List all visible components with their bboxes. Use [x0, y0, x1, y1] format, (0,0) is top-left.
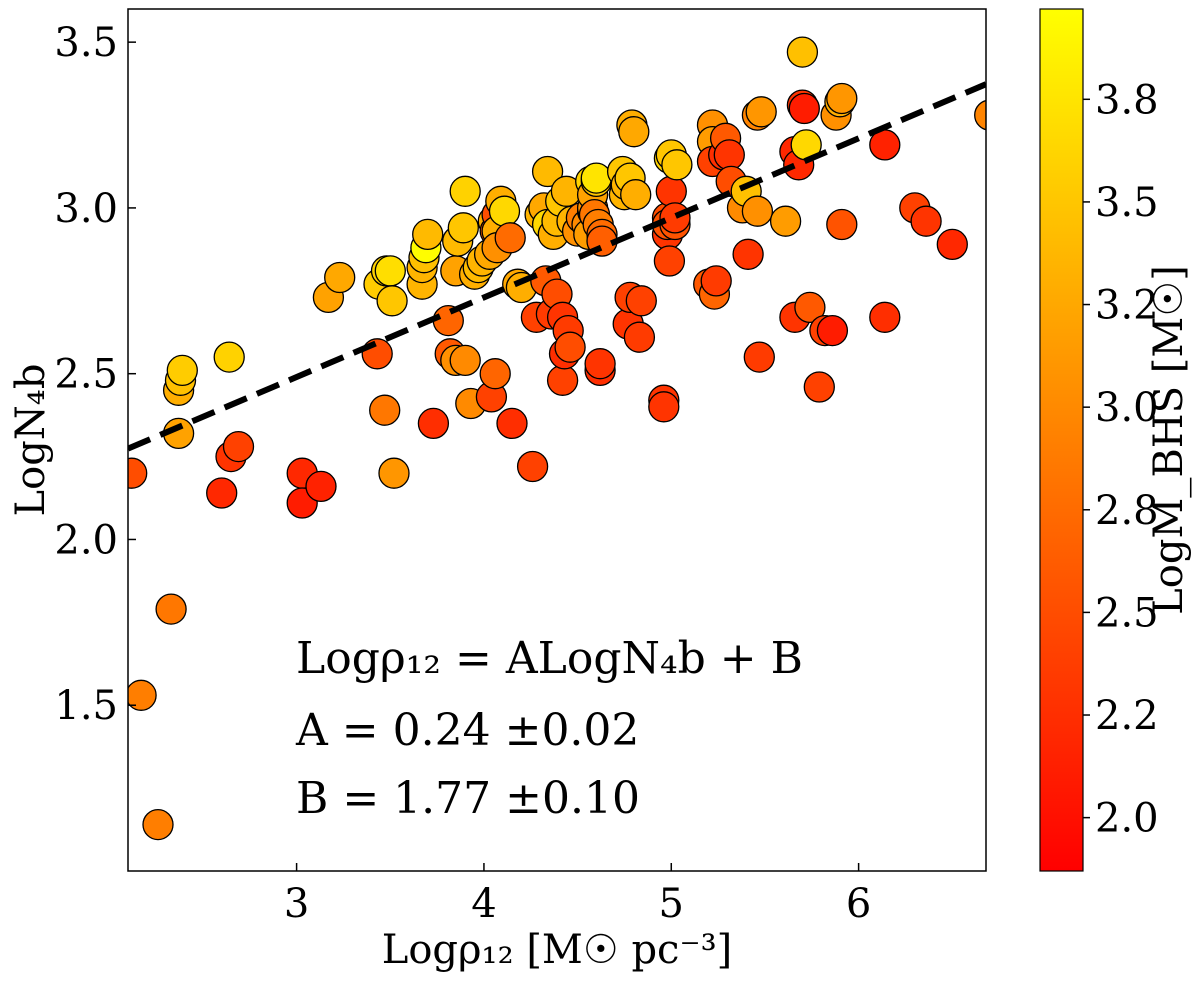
scatter-point-129	[743, 341, 775, 373]
scatter-point-17	[361, 338, 393, 370]
scatter-point-1	[128, 679, 157, 711]
x-tick-label: 5	[659, 881, 684, 927]
scatter-point-2	[142, 808, 174, 841]
y-tick-label: 1.5	[54, 683, 118, 729]
scatter-points	[128, 36, 986, 841]
colorbar-tick-label: 3.0	[1095, 385, 1159, 431]
scatter-point-21	[374, 255, 406, 287]
scatter-point-107	[653, 245, 686, 277]
colorbar-tick-label: 2.2	[1095, 693, 1159, 739]
colorbar-tick-label: 3.2	[1095, 283, 1159, 329]
colorbar-tick-label: 2.0	[1095, 796, 1159, 842]
scatter-point-23	[378, 457, 410, 489]
scatter-point-112	[659, 202, 691, 234]
colorbar-tick-label: 3.5	[1095, 180, 1159, 226]
scatter-point-126	[732, 238, 764, 270]
scatter-point-137	[788, 92, 820, 125]
scatter-point-29	[417, 407, 450, 440]
scatter-point-35	[447, 212, 479, 244]
fit-line	[128, 81, 986, 452]
fit-equation: Logρ₁₂ = ALogN₄b + B	[296, 633, 803, 684]
scatter-point-37	[449, 344, 481, 377]
scatter-point-3	[155, 593, 187, 625]
fit-coefficient-b: B = 1.77 ±0.10	[296, 773, 640, 824]
scatter-point-85	[580, 162, 612, 194]
colorbar-tick-label: 2.8	[1095, 488, 1159, 534]
scatter-point-151	[936, 228, 968, 261]
scatter-point-150	[910, 205, 942, 237]
y-axis-label: LogN₄b	[8, 364, 54, 517]
scatter-point-14	[305, 470, 337, 503]
x-tick-label: 4	[471, 881, 496, 927]
colorbar-label: LogM_BHS [M☉]	[1146, 265, 1192, 615]
scatter-point-56	[516, 450, 549, 483]
scatter-point-148	[869, 301, 901, 333]
x-tick-label: 6	[846, 881, 871, 927]
scatter-point-101	[625, 285, 657, 317]
y-tick-label: 2.0	[54, 517, 118, 563]
scatter-point-131	[769, 205, 802, 237]
y-tick-label: 2.5	[54, 352, 118, 398]
scatter-point-127	[741, 195, 774, 227]
fit-coefficient-a: A = 0.24 ±0.02	[295, 705, 639, 756]
y-axis-ticks: 1.5 2.0 2.5 3.0 3.5	[54, 20, 136, 729]
x-axis-ticks: 3 4 5 6	[284, 863, 871, 927]
scatter-point-140	[803, 371, 835, 403]
scatter-point-61	[531, 155, 564, 188]
scatter-point-9	[213, 341, 245, 373]
scatter-point-130	[745, 96, 777, 128]
colorbar-tick-label: 3.8	[1095, 77, 1159, 123]
scatter-point-142	[816, 314, 849, 347]
scatter-point-135	[786, 36, 819, 68]
scatter-point-152	[974, 99, 986, 131]
scatter-point-51	[488, 195, 521, 227]
scatter-point-139	[794, 291, 826, 324]
colorbar-tick-label: 2.5	[1095, 590, 1159, 636]
scatter-point-19	[369, 394, 401, 426]
scatter-point-109	[655, 175, 687, 207]
scatter-point-11	[222, 430, 255, 463]
y-tick-label: 3.0	[54, 186, 118, 232]
scatter-point-113	[661, 149, 693, 181]
scatter-point-22	[376, 285, 408, 317]
scatter-point-45	[479, 358, 511, 390]
x-tick-label: 3	[284, 881, 309, 927]
scatter-point-8	[206, 477, 238, 509]
scatter-point-98	[618, 116, 650, 148]
plot-frame	[127, 8, 987, 872]
scatter-point-7	[166, 354, 198, 387]
scatter-point-119	[700, 265, 732, 297]
scatter-point-36	[449, 175, 481, 207]
colorbar-ticks: 2.0 2.2 2.5 2.8 3.0 3.2 3.5 3.8	[1083, 77, 1159, 842]
scatter-point-73	[554, 331, 586, 363]
colorbar	[1039, 8, 1084, 872]
scatter-point-69	[546, 364, 579, 396]
scatter-point-16	[324, 261, 356, 294]
scatter-point-52	[494, 222, 526, 254]
scatter-point-122	[713, 139, 745, 171]
scatter-point-28	[412, 218, 444, 251]
scatter-point-53	[496, 407, 528, 440]
scatter-point-145	[826, 208, 858, 241]
scatter-point-99	[620, 179, 652, 211]
x-axis-label: Logρ₁₂ [M☉ pc⁻³]	[382, 927, 732, 973]
scatter-point-103	[648, 391, 680, 423]
scatter-point-0	[128, 457, 148, 489]
scatter-point-88	[584, 348, 616, 380]
scatter-point-146	[826, 82, 858, 115]
scatter-point-100	[623, 321, 656, 353]
y-tick-label: 3.5	[54, 20, 118, 66]
